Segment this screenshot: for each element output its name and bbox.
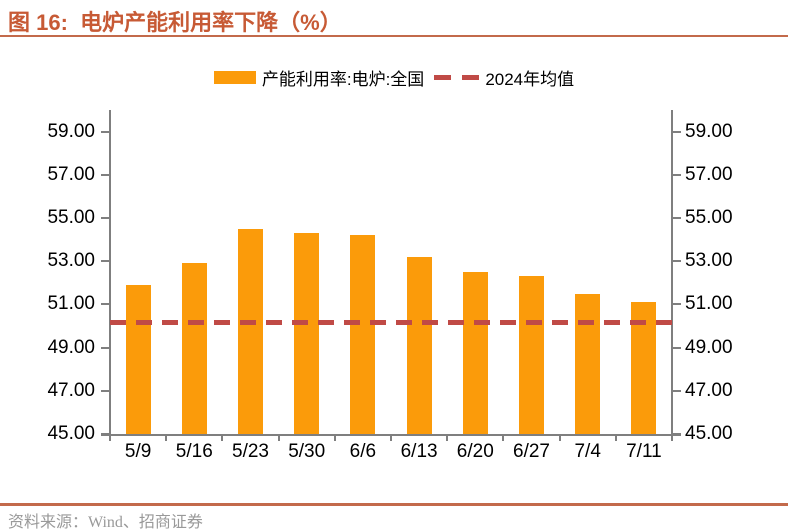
data-source-note: 资料来源：Wind、招商证券 xyxy=(8,514,203,531)
x-tick-label: 5/30 xyxy=(288,441,326,462)
x-tick xyxy=(109,434,111,441)
y-tick-label-left: 59.00 xyxy=(47,120,95,142)
y-tick-right xyxy=(673,433,681,435)
y-tick-label-left: 53.00 xyxy=(47,250,95,272)
y-tick-right xyxy=(673,303,681,306)
y-tick-right xyxy=(673,389,681,392)
y-tick-label-left: 51.00 xyxy=(47,293,95,315)
plot-area xyxy=(110,110,672,434)
y-tick-label-left: 49.00 xyxy=(47,336,95,358)
mean-line-label: 2024年均值 xyxy=(485,69,575,89)
x-tick xyxy=(277,434,280,441)
y-tick-label-left: 57.00 xyxy=(47,163,95,185)
x-tick-label: 5/9 xyxy=(124,441,152,462)
y-tick-left xyxy=(101,389,109,392)
y-tick-label-right: 57.00 xyxy=(685,163,733,185)
x-tick-label: 6/13 xyxy=(400,441,438,462)
y-axis-right xyxy=(671,110,673,436)
y-tick-left xyxy=(101,173,109,176)
bar-5/9 xyxy=(125,284,151,434)
y-tick-right xyxy=(673,173,681,176)
mean-line-swatch xyxy=(434,74,480,80)
y-tick-right xyxy=(673,346,681,349)
bar-6/6 xyxy=(350,235,376,434)
y-tick-label-right: 45.00 xyxy=(685,423,733,444)
bar-6/20 xyxy=(462,272,488,434)
bar-series-swatch xyxy=(213,70,256,84)
bar-6/27 xyxy=(519,276,544,434)
chart-legend: 产能利用率:电炉:全国 2024年均值 xyxy=(0,63,788,91)
y-tick-label-right: 49.00 xyxy=(685,336,733,358)
y-tick-right xyxy=(673,217,681,219)
x-tick xyxy=(165,434,168,441)
y-tick-left xyxy=(101,303,109,306)
y-tick-label-right: 47.00 xyxy=(685,379,733,401)
x-tick-label: 6/27 xyxy=(513,441,550,462)
mean-value-dashed-line xyxy=(110,319,672,325)
y-tick-left xyxy=(101,217,109,219)
x-tick-label: 6/6 xyxy=(349,441,377,462)
bar-5/23 xyxy=(238,228,263,434)
bar-6/13 xyxy=(406,256,432,434)
y-tick-label-right: 51.00 xyxy=(685,293,733,315)
x-tick-label: 5/16 xyxy=(175,441,213,462)
x-tick-label: 7/4 xyxy=(574,441,601,462)
x-tick xyxy=(671,434,673,441)
footer-rule xyxy=(0,503,788,506)
x-tick xyxy=(221,434,224,441)
y-tick-label-left: 55.00 xyxy=(47,207,95,228)
y-tick-left xyxy=(101,346,109,349)
x-tick xyxy=(333,434,336,441)
x-tick xyxy=(558,434,561,441)
y-tick-left xyxy=(101,130,109,133)
x-tick-label: 5/23 xyxy=(232,441,269,462)
x-tick-label: 6/20 xyxy=(456,441,494,462)
bar-5/16 xyxy=(181,263,207,434)
y-tick-right xyxy=(673,260,681,263)
bar-series-label: 产能利用率:电炉:全国 xyxy=(261,69,425,89)
y-tick-label-right: 59.00 xyxy=(685,120,733,142)
bar-7/4 xyxy=(575,293,601,434)
figure-title: 图 16: 电炉产能利用率下降（%） xyxy=(8,10,342,35)
title-underline-rule xyxy=(0,35,788,37)
y-tick-right xyxy=(673,130,681,133)
x-tick xyxy=(446,434,449,441)
x-tick xyxy=(502,434,505,441)
x-tick-label: 7/11 xyxy=(626,441,662,462)
y-tick-label-left: 45.00 xyxy=(47,423,95,444)
x-tick xyxy=(614,434,617,441)
x-tick xyxy=(390,434,392,441)
y-tick-left xyxy=(101,433,109,435)
y-tick-label-right: 55.00 xyxy=(685,207,733,228)
y-tick-label-left: 47.00 xyxy=(47,379,95,401)
y-tick-label-right: 53.00 xyxy=(685,250,733,272)
y-axis-left xyxy=(109,110,111,436)
bar-5/30 xyxy=(294,233,320,434)
y-tick-left xyxy=(101,260,109,263)
